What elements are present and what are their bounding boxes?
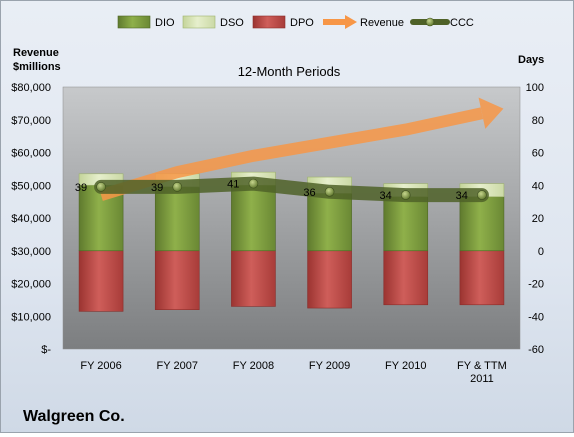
left-tick-label: $50,000 — [11, 180, 51, 192]
dio-bar — [459, 196, 505, 252]
category-labels: FY 2006 FY 2007 FY 2008 FY 2009 FY 2010 FY & … — [80, 360, 506, 385]
right-tick-label: 20 — [532, 213, 544, 225]
left-tick-label: $70,000 — [11, 115, 51, 127]
ccc-point — [477, 190, 487, 200]
dpo-bar — [383, 250, 429, 306]
legend-label-revenue: Revenue — [360, 17, 404, 29]
ccc-data-label: 34 — [456, 190, 468, 202]
category-label: FY & TTM — [457, 360, 507, 372]
legend-swatch-ccc-dot — [425, 17, 435, 27]
right-tick-label: 80 — [532, 115, 544, 127]
legend-swatch-revenue-head — [345, 15, 357, 29]
revenue-series — [99, 97, 504, 201]
ccc-point — [172, 182, 183, 192]
ccc-point — [248, 178, 259, 189]
category-label: 2011 — [470, 373, 494, 385]
dpo-bar — [154, 250, 200, 311]
ccc-data-label: 36 — [303, 187, 315, 199]
company-name: Walgreen Co. — [23, 408, 125, 425]
right-tick-label: -60 — [528, 344, 544, 356]
ccc-data-label: 41 — [227, 179, 239, 191]
right-tick-label: 100 — [526, 82, 544, 94]
left-axis: $- $10,000 $20,000 $30,000 $40,000 $50,000 $60… — [11, 82, 51, 356]
legend-swatch-dso — [182, 15, 216, 29]
dio-bar — [307, 193, 352, 252]
category-label: FY 2006 — [80, 360, 121, 372]
y-right-title: Days — [518, 54, 544, 66]
category-label: FY 2009 — [309, 360, 350, 372]
plot-area — [62, 86, 521, 350]
legend-swatch-dpo — [252, 15, 286, 29]
dpo-bar — [231, 250, 276, 307]
legend-label-dpo: DPO — [290, 17, 314, 29]
revenue-arrowhead — [478, 97, 504, 129]
left-tick-label: $80,000 — [11, 82, 51, 94]
right-tick-label: -40 — [528, 311, 544, 323]
legend-swatch-dio — [117, 15, 151, 29]
ccc-line — [94, 176, 489, 203]
revenue-line — [99, 107, 484, 201]
right-tick-label: 60 — [532, 148, 544, 160]
ccc-point — [324, 187, 335, 197]
left-tick-label: $40,000 — [11, 213, 51, 225]
left-tick-label: $- — [41, 344, 51, 356]
ccc-point — [400, 190, 411, 200]
left-tick-label: $20,000 — [11, 279, 51, 291]
dio-bar — [383, 196, 429, 252]
legend-label-dso: DSO — [220, 17, 244, 29]
dio-bar — [231, 184, 276, 252]
ccc-data-label: 34 — [380, 190, 392, 202]
bars — [78, 171, 505, 312]
y-left-title-line1: Revenue — [13, 47, 59, 59]
right-tick-label: -20 — [528, 279, 544, 291]
ccc-data-label: 39 — [75, 182, 87, 194]
right-axis: -60 -40 -20 0 20 40 60 80 100 — [526, 82, 544, 356]
legend: DIO DSO DPO Revenue CCC — [117, 15, 474, 29]
right-tick-label: 0 — [538, 246, 544, 258]
ccc-data-label: 39 — [151, 182, 163, 194]
dpo-bar — [307, 250, 352, 309]
dpo-bar — [78, 250, 124, 312]
left-tick-label: $10,000 — [11, 311, 51, 323]
dpo-bar — [459, 250, 505, 306]
category-label: FY 2008 — [233, 360, 274, 372]
category-label: FY 2010 — [385, 360, 426, 372]
ccc-series: 39 39 41 36 34 34 — [75, 176, 489, 203]
right-tick-label: 40 — [532, 180, 544, 192]
chart-title: 12-Month Periods — [238, 64, 341, 79]
legend-label-dio: DIO — [155, 17, 175, 29]
ccc-point — [96, 182, 106, 192]
category-label: FY 2007 — [157, 360, 198, 372]
y-left-title-line2: $millions — [13, 61, 61, 73]
left-tick-label: $60,000 — [11, 148, 51, 160]
dio-bar — [154, 186, 200, 252]
left-tick-label: $30,000 — [11, 246, 51, 258]
legend-label-ccc: CCC — [450, 17, 474, 29]
